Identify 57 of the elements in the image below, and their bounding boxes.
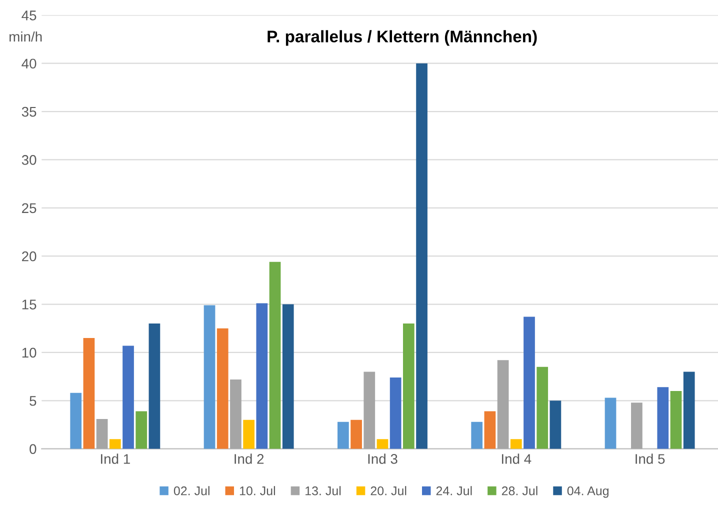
bar — [122, 346, 134, 449]
bar — [683, 372, 695, 449]
legend-label: 04. Aug — [567, 486, 608, 498]
y-tick-label: 25 — [22, 203, 36, 214]
x-tick-label: Ind 3 — [368, 454, 398, 464]
bar — [350, 420, 362, 449]
legend-label: 28. Jul — [502, 486, 538, 496]
y-axis-title: min/h — [10, 31, 42, 42]
bar — [416, 63, 428, 449]
bar — [282, 304, 294, 449]
bar — [403, 324, 414, 449]
legend-label: 13. Jul — [306, 486, 341, 496]
y-tick-label: 15 — [22, 300, 36, 310]
y-tick-label: 45 — [22, 10, 36, 20]
bar — [70, 392, 82, 449]
bar — [136, 411, 148, 449]
bar — [269, 262, 281, 449]
bar — [550, 400, 562, 449]
bar — [256, 303, 268, 449]
bar — [204, 305, 216, 449]
bar — [338, 422, 349, 449]
bar — [536, 366, 548, 449]
bar — [631, 402, 642, 449]
bar — [510, 439, 522, 449]
bar — [96, 418, 108, 449]
legend-label: 10. Jul — [240, 486, 276, 496]
bar — [83, 338, 95, 449]
bar — [657, 387, 669, 449]
bar — [109, 439, 121, 449]
legend-label: 20. Jul — [370, 486, 406, 496]
bar — [390, 378, 402, 449]
bar — [243, 420, 254, 449]
bar — [471, 422, 483, 449]
bar — [670, 391, 682, 449]
bar — [148, 324, 160, 449]
bar — [376, 439, 388, 449]
y-tick-label: 35 — [22, 106, 36, 117]
y-tick-label: 5 — [30, 396, 36, 406]
x-tick-label: Ind 5 — [636, 454, 665, 464]
text: P. parallelus / Klettern (Männchen) — [268, 30, 537, 46]
bar — [604, 398, 616, 449]
bar — [364, 372, 376, 449]
x-tick-label: Ind 2 — [234, 454, 264, 464]
x-tick-label: Ind 1 — [100, 454, 130, 464]
bar — [497, 360, 509, 449]
y-tick-label: 0 — [30, 444, 36, 454]
bar — [484, 411, 496, 449]
y-tick-label: 40 — [22, 58, 36, 69]
y-tick-label: 20 — [22, 251, 36, 262]
bar — [216, 328, 228, 449]
y-tick-label: 30 — [22, 155, 36, 165]
bar — [524, 316, 535, 449]
x-tick-label: Ind 4 — [502, 454, 532, 464]
bar — [230, 379, 242, 449]
y-tick-label: 10 — [22, 348, 36, 358]
legend-label: 24. Jul — [436, 486, 472, 496]
legend-label: 02. Jul — [174, 486, 210, 496]
